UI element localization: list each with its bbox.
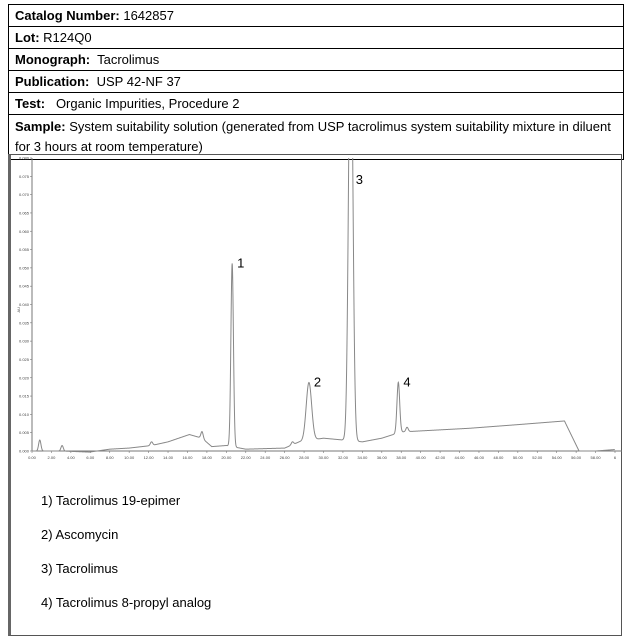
- x-tick-label: 56.00: [571, 455, 582, 460]
- x-tick-label: 36.00: [377, 455, 388, 460]
- publication-row: Publication: USP 42-NF 37: [9, 71, 623, 93]
- peak-label: 3: [356, 172, 363, 187]
- x-tick-label: 6.00: [86, 455, 95, 460]
- sample-row: Sample: System suitability solution (gen…: [9, 115, 623, 160]
- x-tick-label: 38.00: [396, 455, 407, 460]
- y-tick-label: 0.030: [19, 339, 30, 344]
- catalog-value: 1642857: [119, 8, 174, 23]
- y-tick-label: 0.010: [19, 412, 30, 417]
- test-row: Test: Organic Impurities, Procedure 2: [9, 93, 623, 115]
- x-tick-label: 28.00: [299, 455, 310, 460]
- peak-label: 2: [314, 375, 321, 390]
- legend-item: 3) Tacrolimus: [41, 561, 119, 576]
- test-value: Organic Impurities, Procedure 2: [45, 96, 240, 111]
- legend-item: 4) Tacrolimus 8-propyl analog: [41, 595, 212, 610]
- x-tick-label: 50.00: [513, 455, 524, 460]
- x-tick-label: 40.00: [416, 455, 427, 460]
- x-tick-label: 12.00: [144, 455, 155, 460]
- legend-item: 1) Tacrolimus 19-epimer: [41, 493, 181, 508]
- chromatogram: 0.000 0.005 0.010 0.015 0.020 0.025 0.030 0.035…: [16, 156, 622, 460]
- x-tick-label: 14.00: [163, 455, 174, 460]
- monograph-value: Tacrolimus: [90, 52, 160, 67]
- sample-value: System suitability solution (generated f…: [15, 119, 611, 154]
- peak-label: 1: [237, 255, 244, 270]
- y-tick-label: 0.035: [19, 320, 30, 325]
- y-tick-label: 0.080: [19, 156, 30, 161]
- x-tick-label: 22.00: [241, 455, 252, 460]
- x-tick-label: 42.00: [435, 455, 446, 460]
- y-tick-label: 0.075: [19, 174, 30, 179]
- x-tick-label: 24.00: [260, 455, 271, 460]
- lot-label: Lot:: [15, 30, 40, 45]
- y-tick-label: 0.020: [19, 375, 30, 380]
- x-tick-label: 46.00: [474, 455, 485, 460]
- y-tick-label: 0.065: [19, 210, 30, 215]
- sample-info-table: Catalog Number: 1642857 Lot: R124Q0 Mono…: [8, 4, 624, 160]
- catalog-label: Catalog Number:: [15, 8, 120, 23]
- publication-value: USP 42-NF 37: [89, 74, 181, 89]
- x-tick-label: 44.00: [455, 455, 466, 460]
- x-tick-label: 8.00: [106, 455, 115, 460]
- legend-item: 2) Ascomycin: [41, 527, 119, 542]
- y-tick-label: 0.040: [19, 302, 30, 307]
- chromatogram-box: 0.000 0.005 0.010 0.015 0.020 0.025 0.030 0.035…: [8, 154, 622, 636]
- x-tick-label: 4.00: [67, 455, 76, 460]
- x-tick-label: 18.00: [202, 455, 213, 460]
- x-tick-label: 32.00: [338, 455, 349, 460]
- x-tick-label: 58.00: [591, 455, 602, 460]
- y-tick-label: 0.005: [19, 430, 30, 435]
- y-tick-label: 0.055: [19, 247, 30, 252]
- y-tick-label: 0.045: [19, 284, 30, 289]
- y-tick-label: 0.060: [19, 229, 30, 234]
- catalog-row: Catalog Number: 1642857: [9, 5, 623, 27]
- x-tick-label: 0.00: [28, 455, 37, 460]
- y-tick-label: 0.070: [19, 192, 30, 197]
- peak-label: 4: [403, 374, 410, 389]
- x-tick-label: 6: [614, 455, 617, 460]
- x-tick-label: 16.00: [182, 455, 193, 460]
- lot-value: R124Q0: [39, 30, 92, 45]
- monograph-label: Monograph:: [15, 52, 91, 67]
- y-axis-label: AU: [16, 307, 21, 313]
- sample-label: Sample:: [15, 119, 66, 134]
- x-tick-label: 20.00: [221, 455, 232, 460]
- x-tick-label: 34.00: [357, 455, 368, 460]
- y-tick-label: 0.025: [19, 357, 30, 362]
- test-label: Test:: [15, 96, 46, 111]
- lot-row: Lot: R124Q0: [9, 27, 623, 49]
- y-tick-label: 0.000: [19, 449, 30, 454]
- x-tick-label: 26.00: [280, 455, 291, 460]
- x-tick-label: 54.00: [552, 455, 563, 460]
- publication-label: Publication:: [15, 74, 90, 89]
- chromatogram-trace: [32, 158, 615, 453]
- x-tick-label: 30.00: [318, 455, 329, 460]
- x-tick-label: 52.00: [532, 455, 543, 460]
- x-tick-label: 48.00: [493, 455, 504, 460]
- monograph-row: Monograph: Tacrolimus: [9, 49, 623, 71]
- x-tick-label: 2.00: [48, 455, 57, 460]
- y-tick-label: 0.050: [19, 265, 30, 270]
- y-tick-label: 0.015: [19, 394, 30, 399]
- x-tick-label: 10.00: [124, 455, 135, 460]
